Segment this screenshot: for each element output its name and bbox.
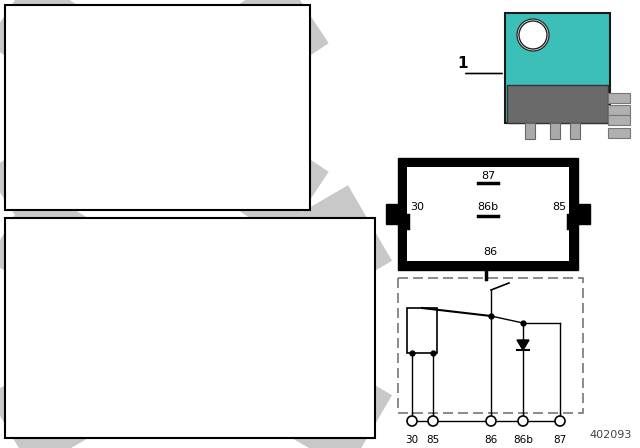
Bar xyxy=(386,204,398,224)
Circle shape xyxy=(428,416,438,426)
Text: 30: 30 xyxy=(410,202,424,212)
Circle shape xyxy=(517,19,549,51)
Text: 86: 86 xyxy=(484,435,498,445)
Bar xyxy=(570,123,580,139)
Circle shape xyxy=(407,416,417,426)
Bar xyxy=(407,308,437,353)
Text: 30: 30 xyxy=(405,435,419,445)
Bar xyxy=(550,123,560,139)
Bar xyxy=(608,128,630,138)
Bar xyxy=(407,167,569,261)
Bar xyxy=(525,123,535,139)
Text: 87: 87 xyxy=(481,171,495,181)
Bar xyxy=(505,13,610,123)
Text: 86b: 86b xyxy=(513,435,533,445)
Text: 86: 86 xyxy=(483,247,497,257)
Circle shape xyxy=(486,416,496,426)
Circle shape xyxy=(555,416,565,426)
Bar xyxy=(398,278,583,413)
Circle shape xyxy=(518,416,528,426)
Text: 86b: 86b xyxy=(477,202,499,212)
Bar xyxy=(5,218,375,438)
Bar xyxy=(507,85,608,123)
Text: 1: 1 xyxy=(457,56,467,72)
Text: 85: 85 xyxy=(552,202,566,212)
Text: 87: 87 xyxy=(554,435,566,445)
Circle shape xyxy=(519,21,547,49)
Bar xyxy=(578,204,590,224)
Polygon shape xyxy=(517,340,529,350)
Text: 402093: 402093 xyxy=(589,430,632,440)
Bar xyxy=(608,115,630,125)
Bar xyxy=(608,105,630,115)
Bar xyxy=(608,93,630,103)
Bar xyxy=(398,158,578,270)
Bar xyxy=(5,5,310,210)
Text: 85: 85 xyxy=(426,435,440,445)
